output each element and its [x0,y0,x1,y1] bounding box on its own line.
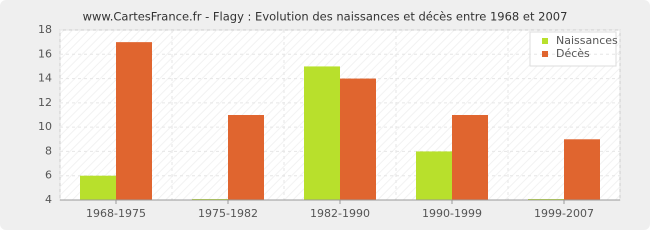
legend-swatch [542,51,548,57]
bar [340,78,376,200]
legend [529,31,617,67]
bar [80,175,116,200]
x-tick-label: 1990-1999 [422,207,482,220]
y-tick-label: 4 [45,193,52,206]
bar [452,115,488,200]
y-tick-label: 12 [38,96,52,109]
x-tick-label: 1968-1975 [86,207,146,220]
legend-label: Décès [556,47,590,60]
bar [116,42,152,201]
y-tick-label: 14 [38,72,52,85]
y-tick-label: 10 [38,120,52,133]
x-tick-label: 1975-1982 [198,207,258,220]
legend-swatch [542,38,548,44]
y-tick-label: 18 [38,23,52,36]
x-tick-label: 1999-2007 [534,207,594,220]
y-tick-label: 6 [45,169,52,182]
chart-title: www.CartesFrance.fr - Flagy : Evolution … [83,10,568,24]
legend-label: Naissances [556,34,618,47]
y-tick-label: 8 [45,144,52,157]
y-tick-label: 16 [38,47,52,60]
x-tick-label: 1982-1990 [310,207,370,220]
chart: www.CartesFrance.fr - Flagy : Evolution … [0,0,650,230]
bar [228,115,264,200]
bar [416,151,452,200]
bar [304,66,340,200]
bar [564,139,600,200]
